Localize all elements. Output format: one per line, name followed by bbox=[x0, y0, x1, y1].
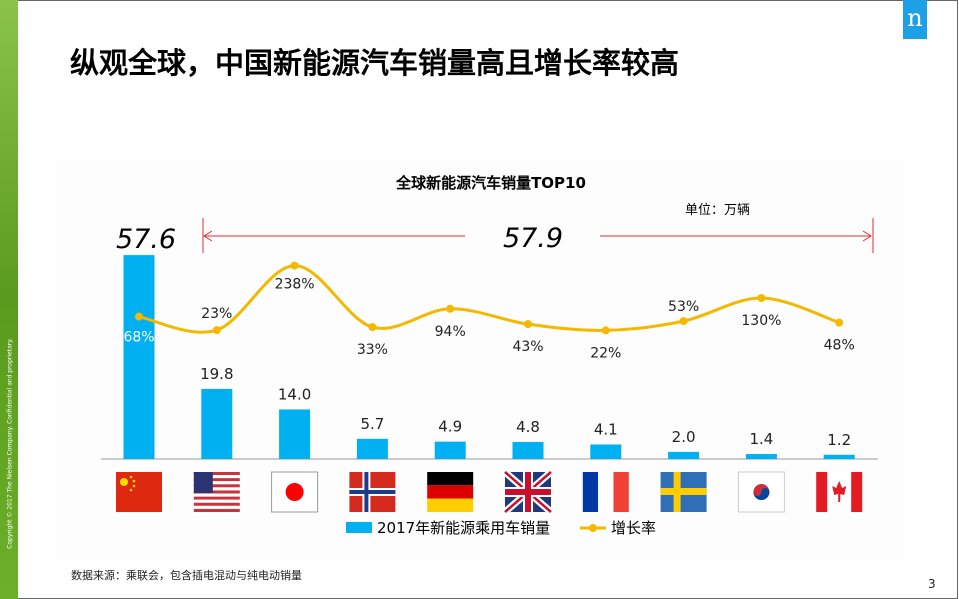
legend-line-label: 增长率 bbox=[611, 519, 656, 537]
flag-sweden-icon bbox=[660, 472, 707, 512]
growth-label: 68% bbox=[123, 330, 154, 346]
bar-south-korea bbox=[745, 454, 777, 459]
sidebar-decoration: Copyright © 2017 The Nielsen Company. Co… bbox=[0, 0, 18, 599]
flag-france-icon bbox=[582, 472, 629, 512]
page-number: 3 bbox=[928, 577, 936, 591]
growth-label: 53% bbox=[668, 299, 699, 315]
flag-usa-icon bbox=[193, 472, 240, 516]
growth-label: 238% bbox=[275, 277, 315, 293]
growth-point bbox=[679, 317, 688, 326]
growth-point bbox=[368, 323, 377, 332]
growth-point bbox=[524, 320, 532, 329]
bar-label: 5.7 bbox=[360, 415, 384, 433]
growth-label: 130% bbox=[741, 313, 781, 329]
growth-label: 33% bbox=[357, 342, 388, 358]
flag-china-icon bbox=[116, 472, 162, 512]
flag-norway-icon bbox=[349, 472, 396, 512]
growth-label: 43% bbox=[512, 339, 543, 355]
arrowhead-right-icon bbox=[862, 230, 872, 242]
arrowhead-left-icon bbox=[203, 230, 213, 242]
bar-japan bbox=[279, 409, 311, 459]
growth-point bbox=[835, 318, 844, 327]
growth-point bbox=[290, 261, 299, 270]
bar-label: 4.9 bbox=[438, 418, 462, 436]
bar-china bbox=[123, 255, 155, 459]
nielsen-logo: n bbox=[903, 0, 927, 39]
flag-uk-icon bbox=[502, 469, 554, 515]
bar-label: 1.2 bbox=[827, 431, 851, 449]
legend-bar-label: 2017年新能源乘用车销量 bbox=[377, 519, 550, 537]
flag-germany-icon bbox=[427, 472, 474, 512]
growth-label: 48% bbox=[824, 338, 855, 354]
source-note: 数据来源：乘联会，包含插电混动与纯电动销量 bbox=[71, 569, 302, 582]
slide-title: 纵观全球，中国新能源汽车销量高且增长率较高 bbox=[70, 46, 680, 80]
total-annotation: 57.9 bbox=[503, 223, 563, 254]
unit-label: 单位：万辆 bbox=[685, 203, 750, 218]
bar-usa bbox=[201, 388, 233, 459]
flag-japan-icon bbox=[271, 471, 319, 513]
legend-line-marker bbox=[589, 524, 597, 532]
growth-point bbox=[135, 312, 143, 321]
growth-point bbox=[757, 294, 766, 302]
bar-germany bbox=[434, 441, 466, 459]
bar-label: 14.0 bbox=[278, 385, 311, 403]
growth-line bbox=[138, 264, 840, 334]
growth-point bbox=[446, 304, 455, 313]
bar-label: 19.8 bbox=[200, 365, 233, 383]
legend-bar-swatch bbox=[346, 522, 372, 533]
growth-label: 22% bbox=[590, 345, 621, 361]
bar-label: 1.4 bbox=[749, 430, 773, 448]
growth-label: 23% bbox=[201, 306, 232, 322]
bar-label: 4.8 bbox=[516, 418, 540, 436]
flag-south-korea-icon bbox=[737, 471, 785, 513]
bar-label: 4.1 bbox=[594, 420, 618, 438]
growth-point bbox=[601, 326, 610, 335]
bar-uk bbox=[512, 442, 544, 459]
bar-norway bbox=[356, 438, 388, 459]
chart-title: 全球新能源汽车销量TOP10 bbox=[395, 174, 586, 192]
growth-label: 94% bbox=[435, 324, 466, 340]
flag-canada-icon bbox=[816, 472, 863, 512]
bar-france bbox=[590, 444, 622, 459]
bar-label: 57.6 bbox=[116, 224, 176, 255]
bar-label: 2.0 bbox=[672, 428, 696, 446]
growth-point bbox=[212, 326, 221, 335]
bar-sweden bbox=[668, 451, 700, 459]
bar-canada bbox=[823, 454, 855, 459]
